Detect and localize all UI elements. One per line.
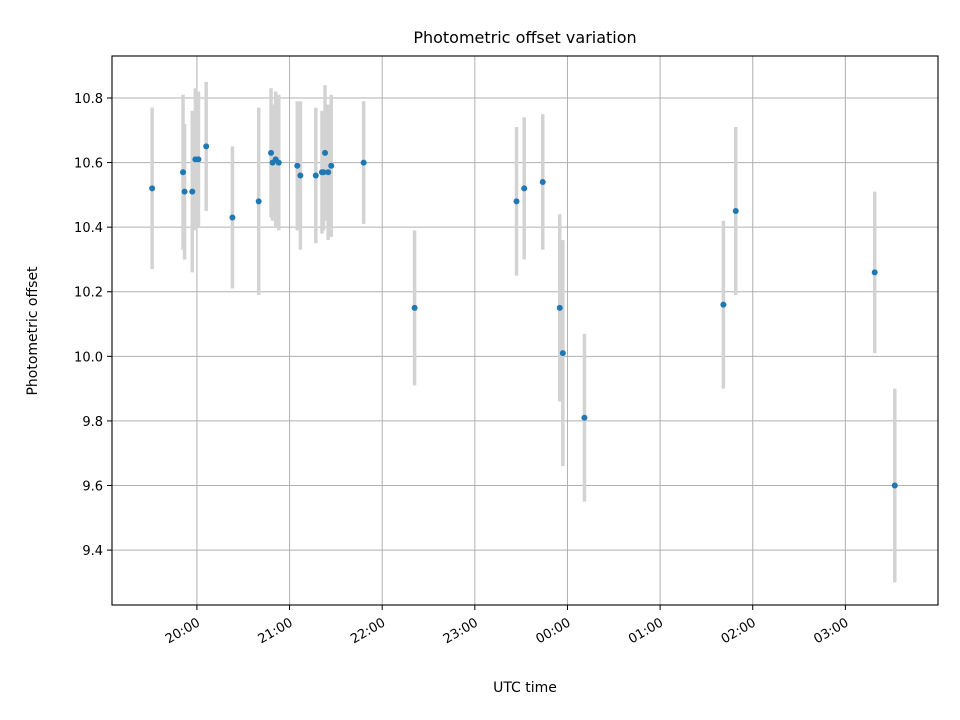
data-point: [203, 143, 210, 150]
error-bar-layer: [150, 81, 897, 583]
data-point: [275, 159, 282, 166]
data-point: [720, 301, 727, 308]
point-layer: [149, 143, 898, 489]
data-point: [312, 172, 319, 179]
y-tick-label: 9.6: [82, 480, 103, 495]
data-point: [411, 304, 418, 311]
x-tick-label: 20:00: [163, 615, 203, 647]
data-point: [539, 178, 546, 185]
data-point: [268, 149, 275, 156]
data-point: [521, 185, 528, 192]
data-point: [513, 198, 520, 205]
data-point: [360, 159, 367, 166]
chart-title: Photometric offset variation: [413, 28, 636, 47]
y-axis-label: Photometric offset: [25, 266, 41, 396]
data-point: [180, 169, 187, 176]
x-tick-label: 03:00: [811, 615, 851, 647]
data-point: [325, 169, 332, 176]
data-point: [320, 169, 327, 176]
x-tick-label: 23:00: [441, 615, 481, 647]
y-tick-label: 10.4: [74, 221, 103, 236]
data-point: [195, 156, 202, 163]
y-tick-label: 10.0: [74, 350, 103, 365]
data-point: [732, 208, 739, 215]
data-point: [328, 162, 335, 169]
x-tick-label: 22:00: [348, 615, 388, 647]
x-tick-label: 01:00: [626, 615, 666, 647]
data-point: [294, 162, 301, 169]
plot-frame: [111, 55, 939, 606]
data-point: [556, 304, 563, 311]
y-tick-label: 9.8: [82, 415, 103, 430]
data-point: [871, 269, 878, 276]
data-point: [189, 188, 196, 195]
data-point: [149, 185, 156, 192]
x-tick-label: 00:00: [534, 615, 574, 647]
data-point: [229, 214, 236, 221]
data-point: [891, 482, 898, 489]
x-axis-label: UTC time: [493, 680, 557, 696]
data-point: [322, 149, 329, 156]
data-point: [255, 198, 262, 205]
data-point: [181, 188, 188, 195]
y-tick-label: 10.8: [74, 92, 103, 107]
y-tick-label: 9.4: [82, 544, 103, 559]
y-tick-label: 10.2: [74, 286, 103, 301]
x-tick-label: 21:00: [256, 615, 296, 647]
data-point: [297, 172, 304, 179]
data-point: [581, 414, 588, 421]
y-tick-label: 10.6: [74, 157, 103, 172]
data-point: [559, 350, 566, 357]
x-tick-label: 02:00: [719, 615, 759, 647]
